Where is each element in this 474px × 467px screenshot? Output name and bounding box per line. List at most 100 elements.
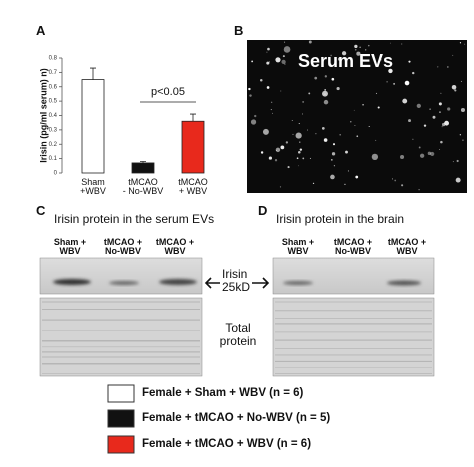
vesicle xyxy=(391,178,393,180)
vesicle xyxy=(322,90,328,97)
vesicle xyxy=(311,59,313,61)
vesicle xyxy=(388,68,393,74)
error-bar xyxy=(190,113,196,122)
vesicle xyxy=(356,135,359,138)
vesicle xyxy=(460,107,466,113)
vesicle xyxy=(368,125,370,128)
vesicle xyxy=(331,152,336,156)
vesicle xyxy=(285,141,289,144)
vesicle xyxy=(287,166,290,169)
vesicle xyxy=(393,82,396,85)
vesicle xyxy=(299,141,301,143)
vesicle xyxy=(377,106,380,109)
vesicle xyxy=(314,76,318,80)
vesicle xyxy=(419,153,425,158)
vesicle xyxy=(444,120,450,126)
vesicle xyxy=(324,88,327,91)
vesicle xyxy=(341,51,347,56)
vesicle xyxy=(441,126,443,128)
y-tick-label: 0.7 xyxy=(49,70,58,76)
vesicle xyxy=(260,79,263,82)
vesicle xyxy=(309,157,311,159)
vesicle xyxy=(389,42,391,44)
blot-title: Irisin protein in the serum EVs xyxy=(54,212,215,226)
vesicle xyxy=(302,100,305,103)
vesicle xyxy=(408,119,411,122)
image-label: Serum EVs xyxy=(298,51,394,71)
vesicle xyxy=(350,121,352,123)
lane-label: tMCAO + WBV xyxy=(387,237,427,257)
vesicle xyxy=(447,107,451,111)
vesicle xyxy=(298,165,300,167)
vesicle xyxy=(298,150,301,154)
bar xyxy=(181,120,205,174)
lane-label: tMCAO + No-WBV xyxy=(333,237,373,257)
y-tick-label: 0 xyxy=(54,171,58,177)
microscopy-image xyxy=(247,40,467,193)
vesicle xyxy=(354,44,358,49)
blot-band-strip xyxy=(39,257,203,295)
vesicle xyxy=(267,47,270,51)
vesicle xyxy=(401,43,403,45)
y-tick-label: 0.1 xyxy=(49,156,58,162)
vesicle xyxy=(344,183,346,186)
vesicle xyxy=(254,114,257,118)
y-tick-label: 0.5 xyxy=(49,99,58,105)
vesicle xyxy=(412,138,414,140)
x-tick-label: tMCAO + WBV xyxy=(178,177,208,197)
vesicle xyxy=(280,90,282,92)
vesicle xyxy=(308,40,312,44)
vesicle xyxy=(375,92,378,94)
blot-band-strip xyxy=(272,257,435,295)
vesicle xyxy=(412,71,415,75)
vesicle xyxy=(333,165,336,167)
vesicle xyxy=(356,51,361,56)
vesicle xyxy=(280,145,285,150)
blot-band xyxy=(283,281,313,285)
arrow xyxy=(204,277,220,289)
vesicle xyxy=(266,61,270,65)
y-tick-label: 0.4 xyxy=(49,113,58,119)
vesicle xyxy=(439,111,441,113)
vesicle xyxy=(418,189,420,191)
vesicle xyxy=(299,148,303,151)
vesicle xyxy=(296,157,299,160)
vesicle xyxy=(266,51,268,53)
vesicle xyxy=(404,80,410,86)
vesicle xyxy=(432,115,436,119)
vesicle xyxy=(408,60,411,63)
vesicle xyxy=(324,75,327,78)
vesicle xyxy=(359,46,361,48)
bar xyxy=(131,162,155,174)
vesicle xyxy=(283,41,286,43)
vesicle xyxy=(291,120,293,122)
vesicle xyxy=(268,156,272,160)
arrow xyxy=(252,277,270,289)
panel-label: D xyxy=(258,203,268,218)
vesicle xyxy=(250,119,257,125)
vesicle xyxy=(429,108,431,110)
blot-band xyxy=(159,279,197,285)
vesicle xyxy=(440,140,443,144)
vesicle xyxy=(345,150,348,154)
vesicle xyxy=(312,182,315,185)
vesicle xyxy=(418,146,421,149)
error-bar xyxy=(90,67,96,80)
lane-label: tMCAO + WBV xyxy=(155,237,195,257)
vesicle xyxy=(295,132,302,139)
vesicle xyxy=(292,133,294,135)
lane-label: Sham + WBV xyxy=(53,237,87,257)
vesicle xyxy=(451,84,457,90)
legend-swatch xyxy=(107,435,135,454)
vesicle xyxy=(315,133,317,135)
vesicle xyxy=(281,59,286,65)
legend-swatch xyxy=(107,384,135,403)
blot-band xyxy=(53,279,91,285)
vesicle xyxy=(248,87,251,91)
vesicle xyxy=(332,143,336,146)
y-tick-label: 0.8 xyxy=(49,56,58,62)
vesicle-dots xyxy=(248,40,466,191)
total-protein-blot xyxy=(39,297,203,377)
